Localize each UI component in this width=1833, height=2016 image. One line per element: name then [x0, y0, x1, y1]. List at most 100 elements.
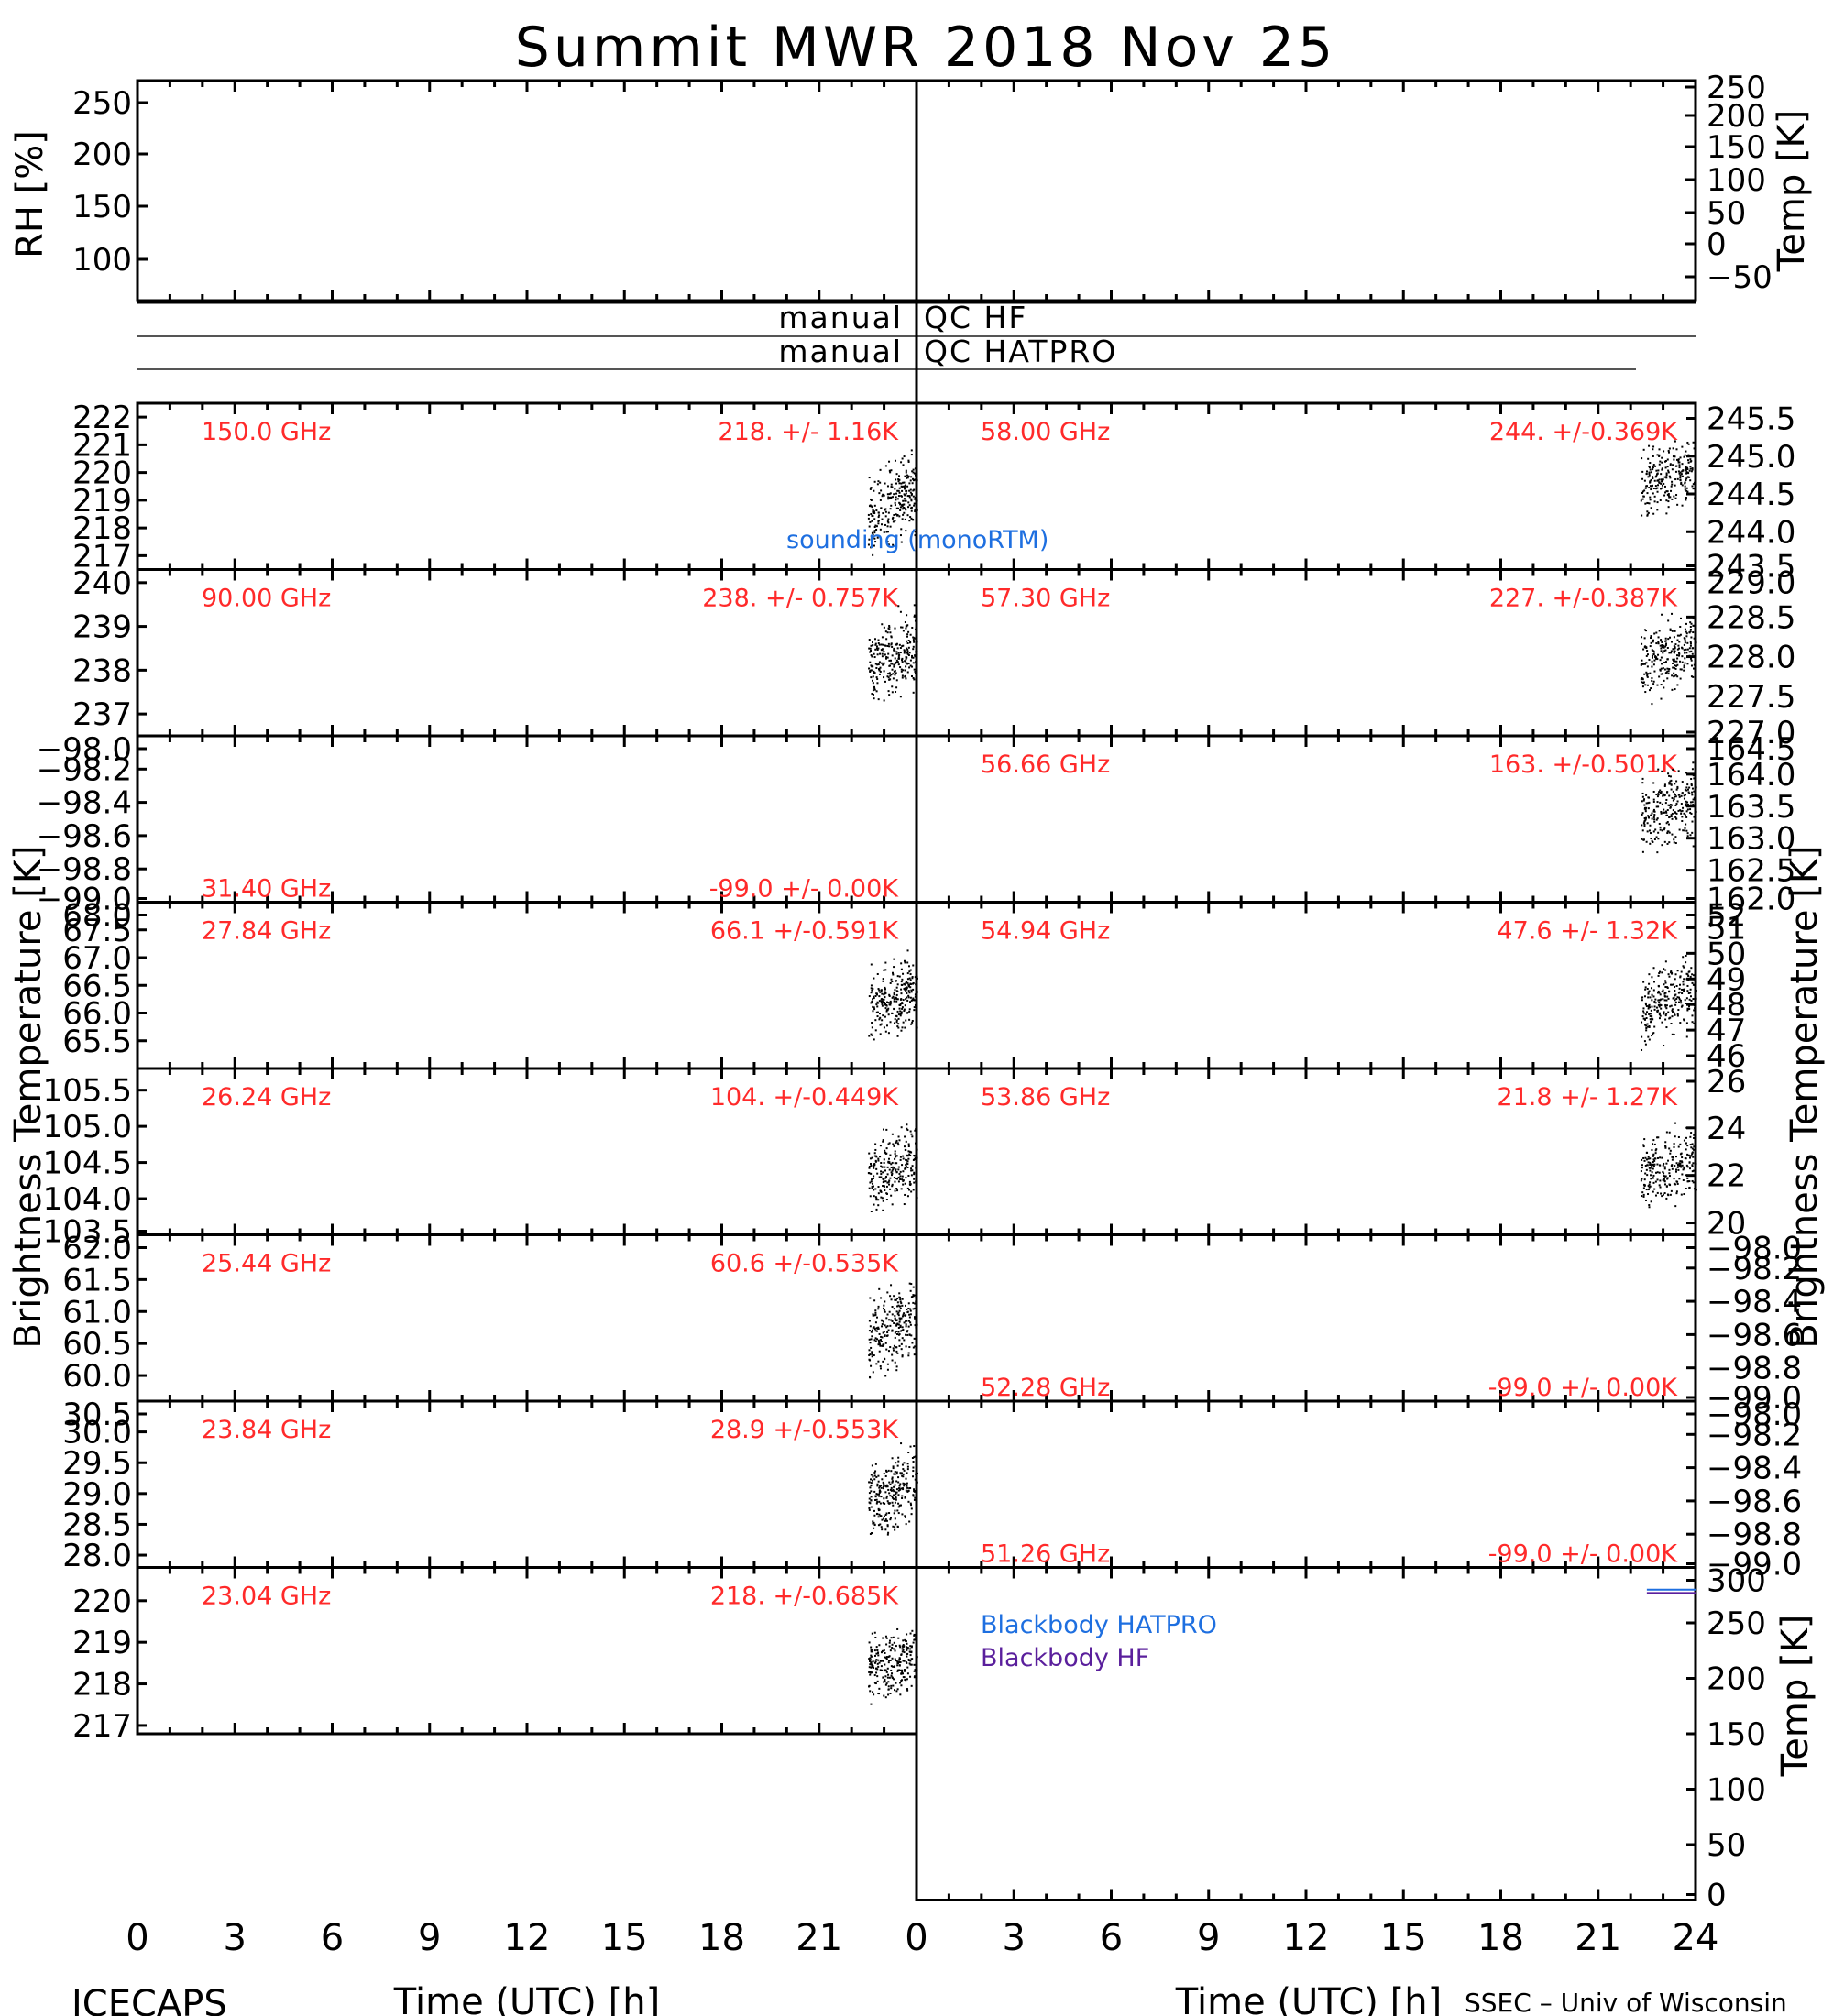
data-point — [869, 1532, 872, 1535]
data-point — [1689, 642, 1692, 645]
data-point — [878, 1332, 881, 1335]
data-point — [1685, 471, 1688, 474]
data-point — [1662, 1164, 1664, 1167]
data-point — [883, 993, 885, 996]
data-point — [1693, 974, 1696, 977]
data-point — [1690, 1146, 1693, 1149]
data-point — [1658, 1171, 1661, 1174]
data-point — [1665, 1013, 1668, 1015]
data-point — [909, 1321, 912, 1324]
x-tick-label: 15 — [1380, 1917, 1427, 1959]
data-point — [869, 520, 872, 523]
data-point — [1679, 477, 1682, 479]
data-point — [1660, 656, 1663, 659]
data-point — [888, 629, 891, 631]
data-point — [906, 1465, 909, 1468]
panel-27-84-GHz: 68.067.567.066.566.065.527.84 GHz 66.1 +/… — [62, 898, 918, 1070]
data-point — [1659, 1003, 1662, 1006]
data-point — [894, 504, 896, 507]
data-point — [1672, 455, 1674, 458]
data-point — [1649, 672, 1652, 674]
data-point — [880, 489, 883, 492]
data-point — [1678, 795, 1681, 798]
data-point — [881, 1004, 884, 1007]
data-point — [1645, 1029, 1648, 1032]
data-point — [875, 1330, 878, 1332]
data-point — [882, 978, 884, 981]
data-point — [885, 1176, 888, 1178]
data-point — [1676, 970, 1679, 972]
data-point — [890, 1665, 893, 1668]
channel-label: 23.84 GHz — [202, 1416, 331, 1444]
data-point — [1665, 490, 1668, 493]
data-point — [888, 1645, 891, 1648]
data-point — [1689, 808, 1692, 811]
data-point — [1667, 670, 1670, 673]
data-point — [868, 1481, 871, 1484]
data-point — [906, 495, 909, 498]
data-point — [1667, 804, 1670, 806]
data-point — [1652, 650, 1655, 652]
data-point — [1652, 808, 1655, 811]
data-point — [1657, 1136, 1660, 1139]
data-point — [1689, 467, 1692, 470]
data-point — [1677, 654, 1680, 657]
data-point — [1695, 451, 1697, 454]
data-point — [906, 1472, 908, 1474]
data-point — [1641, 477, 1644, 480]
data-point — [1685, 803, 1687, 805]
data-point — [891, 1169, 894, 1172]
data-point — [1672, 464, 1674, 466]
data-point — [882, 1637, 884, 1639]
data-point — [890, 659, 893, 662]
data-point — [1671, 688, 1674, 691]
data-point — [1689, 1167, 1692, 1170]
data-point — [1640, 663, 1642, 666]
data-point — [891, 486, 894, 488]
data-point — [914, 1669, 916, 1671]
data-point — [907, 1325, 910, 1328]
data-point — [1666, 493, 1669, 496]
data-point — [1659, 659, 1662, 662]
data-point — [902, 1313, 905, 1316]
data-point — [868, 1152, 871, 1155]
data-point — [903, 959, 906, 962]
data-point — [903, 1462, 906, 1464]
data-point — [890, 1002, 893, 1004]
data-point — [1666, 1193, 1669, 1196]
data-point — [1684, 999, 1686, 1002]
data-point — [905, 1661, 907, 1664]
data-point — [1685, 479, 1687, 482]
data-point — [907, 1452, 910, 1454]
data-point — [874, 1148, 877, 1151]
stat-label: 104. +/-0.449K — [710, 1083, 899, 1112]
data-point — [1675, 788, 1678, 791]
data-point — [905, 1523, 907, 1526]
data-point — [882, 1676, 884, 1679]
y-tick-label: 218 — [72, 510, 132, 547]
data-point — [1652, 1158, 1655, 1161]
data-point — [898, 1333, 901, 1336]
data-point — [878, 1000, 881, 1003]
data-point — [1675, 780, 1678, 783]
data-point — [888, 1512, 891, 1515]
data-point — [884, 1696, 887, 1699]
data-point — [884, 1663, 886, 1666]
data-point — [1679, 1164, 1682, 1167]
data-point — [1665, 1197, 1668, 1200]
data-point — [872, 1520, 874, 1523]
x-tick-label: 6 — [1100, 1917, 1123, 1959]
data-point — [911, 1658, 914, 1660]
data-point — [914, 670, 916, 673]
y-tick-label: 245.5 — [1707, 401, 1795, 438]
y-tick-label: 200 — [1707, 1661, 1766, 1698]
data-point — [1642, 1010, 1645, 1013]
data-point — [890, 642, 893, 645]
data-point — [1651, 679, 1653, 682]
data-point — [1662, 1170, 1664, 1173]
x-tick-label: 12 — [1283, 1917, 1330, 1959]
data-point — [872, 539, 874, 542]
data-point — [914, 1129, 916, 1132]
data-point — [903, 650, 906, 652]
data-point — [1652, 1190, 1654, 1193]
